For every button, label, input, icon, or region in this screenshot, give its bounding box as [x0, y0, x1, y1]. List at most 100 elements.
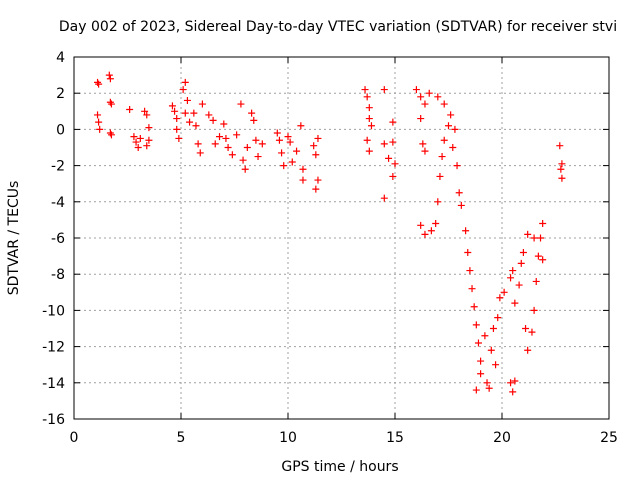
data-point: [434, 93, 442, 101]
data-point: [106, 98, 114, 106]
data-point: [314, 134, 322, 142]
data-point: [286, 138, 294, 146]
data-point: [168, 102, 176, 110]
data-point: [250, 116, 258, 124]
data-point: [528, 328, 536, 336]
data-point: [500, 288, 508, 296]
x-tick-label: 20: [493, 430, 511, 446]
data-point: [209, 116, 217, 124]
data-point: [145, 124, 153, 132]
data-point: [181, 78, 189, 86]
data-point: [365, 147, 373, 155]
data-point: [175, 134, 183, 142]
data-point: [94, 78, 102, 86]
data-point: [106, 75, 114, 83]
data-point: [196, 149, 204, 157]
data-point: [477, 370, 485, 378]
data-point: [95, 80, 103, 88]
y-tick-label: -8: [51, 267, 65, 283]
data-point: [288, 158, 296, 166]
data-point: [363, 136, 371, 144]
data-point: [222, 134, 230, 142]
data-point: [380, 194, 388, 202]
data-point: [487, 346, 495, 354]
data-point: [389, 138, 397, 146]
data-point: [507, 274, 515, 282]
data-point: [477, 357, 485, 365]
data-point: [466, 267, 474, 275]
data-point: [464, 248, 472, 256]
data-point: [314, 176, 322, 184]
data-point: [181, 109, 189, 117]
data-point: [365, 115, 373, 123]
data-point: [273, 129, 281, 137]
data-point: [511, 377, 519, 385]
data-point: [417, 93, 425, 101]
y-tick-label: -6: [51, 231, 65, 247]
chart-title: Day 002 of 2023, Sidereal Day-to-day VTE…: [59, 19, 617, 35]
data-point: [440, 100, 448, 108]
data-point: [447, 111, 455, 119]
data-point: [539, 256, 547, 264]
data-point: [558, 174, 566, 182]
data-point: [380, 140, 388, 148]
data-point: [224, 144, 232, 151]
data-point: [385, 154, 393, 162]
data-point: [248, 109, 256, 117]
data-point: [94, 111, 102, 119]
data-point: [105, 71, 113, 79]
data-point: [258, 140, 266, 148]
data-point: [367, 122, 375, 130]
data-point: [95, 118, 103, 126]
data-point: [228, 151, 236, 159]
data-point: [192, 122, 200, 130]
data-point: [485, 384, 493, 392]
data-point: [524, 230, 532, 238]
data-point: [530, 234, 538, 242]
data-point: [462, 227, 470, 235]
data-point: [530, 306, 538, 314]
data-point: [453, 162, 461, 170]
data-point: [173, 125, 181, 133]
data-point: [297, 122, 305, 130]
data-point: [310, 142, 318, 150]
data-point: [421, 147, 429, 155]
y-tick-label: -14: [42, 376, 65, 392]
data-point: [179, 86, 187, 94]
data-point: [363, 93, 371, 101]
data-point: [496, 294, 504, 302]
data-point: [252, 136, 260, 144]
data-point: [96, 125, 104, 133]
data-point: [380, 86, 388, 94]
data-point: [432, 220, 440, 228]
data-point: [537, 234, 545, 242]
y-axis-label: SDTVAR / TECUs: [6, 181, 22, 296]
x-tick-label: 15: [386, 430, 404, 446]
data-point: [141, 107, 149, 115]
data-point: [130, 133, 138, 141]
data-point: [445, 122, 452, 130]
data-point: [365, 104, 373, 112]
data-point: [421, 230, 429, 238]
data-point: [509, 388, 517, 396]
data-points: [94, 71, 566, 396]
data-point: [239, 156, 247, 164]
data-point: [481, 332, 489, 340]
data-point: [389, 118, 397, 126]
data-point: [190, 109, 198, 117]
data-point: [524, 346, 532, 354]
data-point: [489, 325, 497, 332]
data-point: [106, 129, 114, 137]
data-point: [126, 105, 134, 113]
data-point: [427, 227, 435, 235]
data-point: [275, 136, 283, 144]
data-point: [417, 221, 425, 229]
data-point: [522, 325, 530, 332]
data-point: [539, 220, 547, 228]
data-point: [470, 303, 478, 311]
y-tick-label: 4: [56, 50, 65, 66]
data-point: [254, 153, 262, 161]
data-point: [186, 118, 194, 126]
x-tick-label: 0: [70, 430, 79, 446]
